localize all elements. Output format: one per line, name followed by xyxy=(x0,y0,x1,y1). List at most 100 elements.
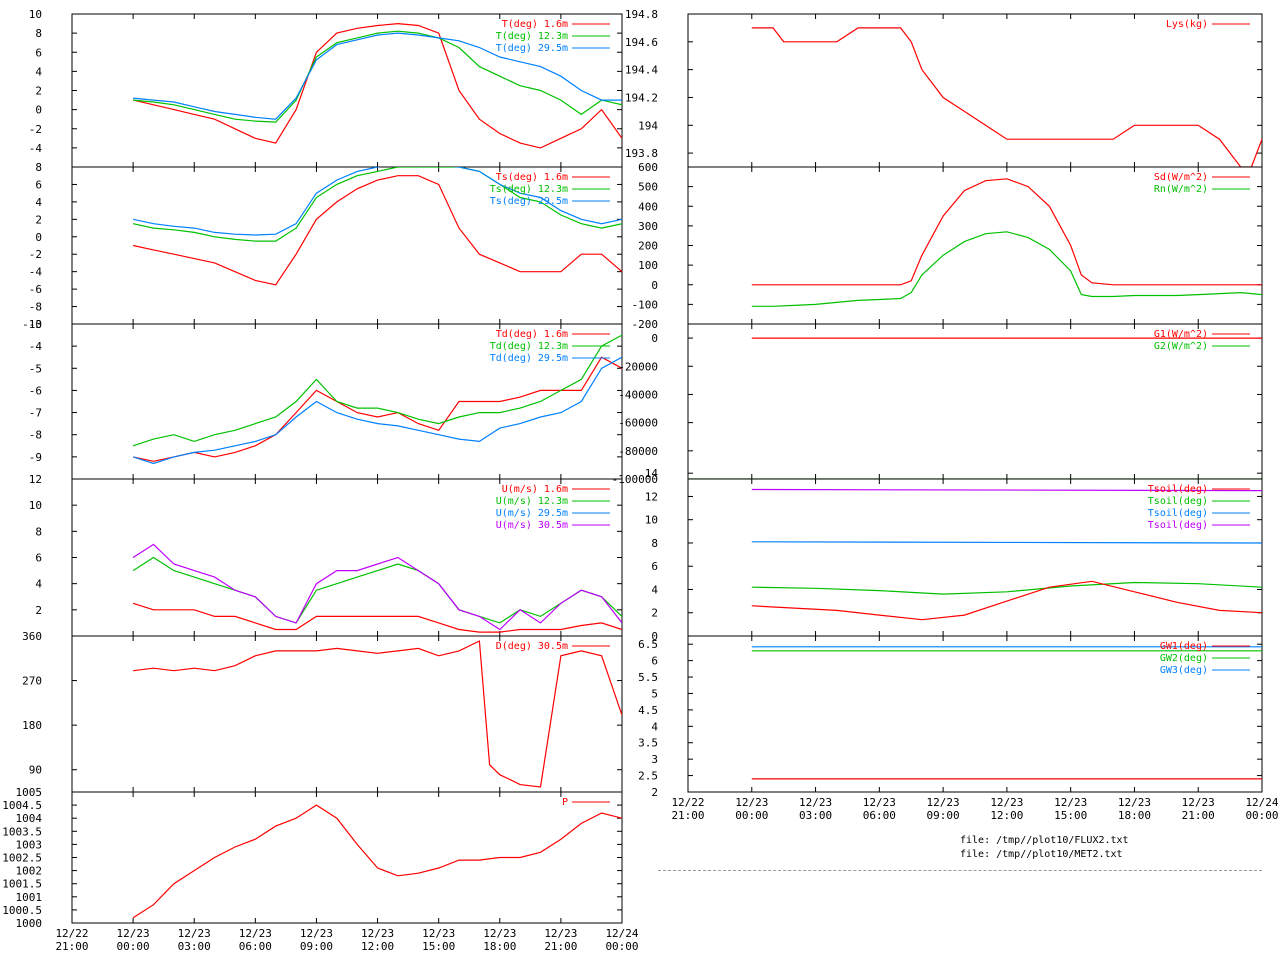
series-line-red xyxy=(751,178,1262,286)
x-tick-date: 12/23 xyxy=(239,927,272,940)
x-tick-time: 00:00 xyxy=(1245,809,1278,822)
y-tick-label: 1000 xyxy=(16,917,43,930)
x-tick-time: 09:00 xyxy=(927,809,960,822)
plot-frame xyxy=(71,635,623,793)
y-tick-label: -20000 xyxy=(618,360,658,373)
x-tick-time: 15:00 xyxy=(1054,809,1087,822)
x-tick-time: 12:00 xyxy=(990,809,1023,822)
legend-label: Ts(deg) 29.5m xyxy=(490,196,568,207)
series-line-red xyxy=(132,175,622,286)
legend-label: Td(deg) 12.3m xyxy=(490,341,568,352)
x-tick-date: 12/24 xyxy=(1245,796,1278,809)
x-tick-date: 12/23 xyxy=(1182,796,1215,809)
legend-label: Tsoil(deg) xyxy=(1148,484,1208,495)
y-tick-label: 10 xyxy=(645,514,658,527)
series-line-red xyxy=(751,580,1262,621)
y-tick-label: -6 xyxy=(29,384,42,397)
legend-label: T(deg) 12.3m xyxy=(496,31,568,42)
y-tick-label: 12 xyxy=(645,490,658,503)
y-tick-label: 1002.5 xyxy=(2,852,42,865)
y-tick-label: 8 xyxy=(35,525,42,538)
series-line-green xyxy=(133,30,622,123)
y-tick-label: 10 xyxy=(29,499,42,512)
y-tick-label: 8 xyxy=(35,27,42,40)
x-tick-date: 12/23 xyxy=(483,927,516,940)
y-tick-label: 1004 xyxy=(16,812,43,825)
x-tick-date: 12/23 xyxy=(735,796,768,809)
y-tick-label: 6 xyxy=(651,560,658,573)
y-tick-label: -5 xyxy=(29,362,42,375)
legend-label: Lys(kg) xyxy=(1166,19,1208,30)
y-tick-label: -9 xyxy=(29,451,42,464)
legend-label: Tsoil(deg) xyxy=(1148,496,1208,507)
y-tick-label: 300 xyxy=(638,220,658,233)
legend-label: U(m/s) 12.3m xyxy=(496,496,568,507)
legend-label: Ts(deg) 1.6m xyxy=(496,172,568,183)
y-tick-label: 4 xyxy=(651,583,658,596)
y-tick-label: -4 xyxy=(29,340,43,353)
y-tick-label: 180 xyxy=(22,719,42,732)
series-line-blue xyxy=(751,541,1262,544)
x-tick-date: 12/23 xyxy=(544,927,577,940)
y-tick-label: -7 xyxy=(29,407,42,420)
x-tick-date: 12/22 xyxy=(55,927,88,940)
y-tick-label: 2 xyxy=(35,213,42,226)
y-tick-label: 193.8 xyxy=(625,147,658,160)
series-line-blue xyxy=(133,32,622,120)
y-tick-label: -4 xyxy=(29,142,43,155)
x-tick-date: 12/23 xyxy=(117,927,150,940)
legend-label: T(deg) 1.6m xyxy=(502,19,568,30)
x-tick-time: 00:00 xyxy=(735,809,768,822)
x-tick-date: 12/23 xyxy=(863,796,896,809)
legend-label: Rn(W/m^2) xyxy=(1154,184,1208,195)
y-tick-label: -6 xyxy=(29,283,42,296)
panel-radiation: 600 500 400 300 200 100 0 -100 -200 Sd(W/m^2)Rn(W… xyxy=(632,161,1263,331)
y-tick-label: 2 xyxy=(35,85,42,98)
x-tick-time: 06:00 xyxy=(863,809,896,822)
y-tick-label: 6 xyxy=(35,178,42,191)
panel-lys: 194.8 194.6 194.4 194.2 194 193.8 Lys(kg) xyxy=(625,8,1263,168)
y-tick-label: 0 xyxy=(651,630,658,643)
y-tick-label: 200 xyxy=(638,240,658,253)
panel-direction: 360 270 180 90 D(deg) 30.5m xyxy=(22,630,623,793)
legend-label: U(m/s) 29.5m xyxy=(496,508,568,519)
y-tick-label: 1003 xyxy=(16,838,43,851)
series-line-blue xyxy=(132,167,622,236)
x-tick-time: 18:00 xyxy=(483,940,516,953)
y-tick-label: 4.5 xyxy=(638,704,658,717)
y-tick-label: 6.5 xyxy=(638,638,658,651)
separator-line xyxy=(658,870,1262,871)
x-tick-date: 12/23 xyxy=(1118,796,1151,809)
y-tick-label: -40000 xyxy=(618,388,658,401)
y-tick-label: -80000 xyxy=(618,445,658,458)
x-tick-date: 12/23 xyxy=(361,927,394,940)
legend-label: GW3(deg) xyxy=(1160,665,1208,676)
y-tick-label: -100000 xyxy=(612,473,658,486)
series-line-green xyxy=(132,334,622,447)
y-tick-label: 1005 xyxy=(16,786,43,799)
legend-label: Tsoil(deg) xyxy=(1148,508,1208,519)
series-line-purple xyxy=(132,543,622,631)
y-tick-label: -8 xyxy=(29,429,42,442)
y-tick-label: 3.5 xyxy=(638,737,658,750)
y-tick-label: 8 xyxy=(35,161,42,174)
y-tick-label: 194 xyxy=(638,119,658,132)
legend-label: U(m/s) 1.6m xyxy=(502,484,568,495)
y-tick-label: -200 xyxy=(632,318,659,331)
x-tick-time: 21:00 xyxy=(1182,809,1215,822)
x-tick-date: 12/23 xyxy=(927,796,960,809)
y-tick-label: -8 xyxy=(29,301,42,314)
y-tick-label: 1003.5 xyxy=(2,825,42,838)
plot-frame xyxy=(687,13,1263,168)
y-tick-label: 0 xyxy=(35,231,42,244)
x-tick-date: 12/23 xyxy=(300,927,333,940)
series-line-green xyxy=(132,167,622,242)
file-line-flux: file: /tmp//plot10/FLUX2.txt xyxy=(960,835,1129,846)
series-line-purple xyxy=(751,488,1262,492)
x-tick-time: 12:00 xyxy=(361,940,394,953)
series-line-red xyxy=(132,602,622,633)
y-tick-label: 4 xyxy=(35,65,42,78)
series-line-red xyxy=(133,640,622,788)
